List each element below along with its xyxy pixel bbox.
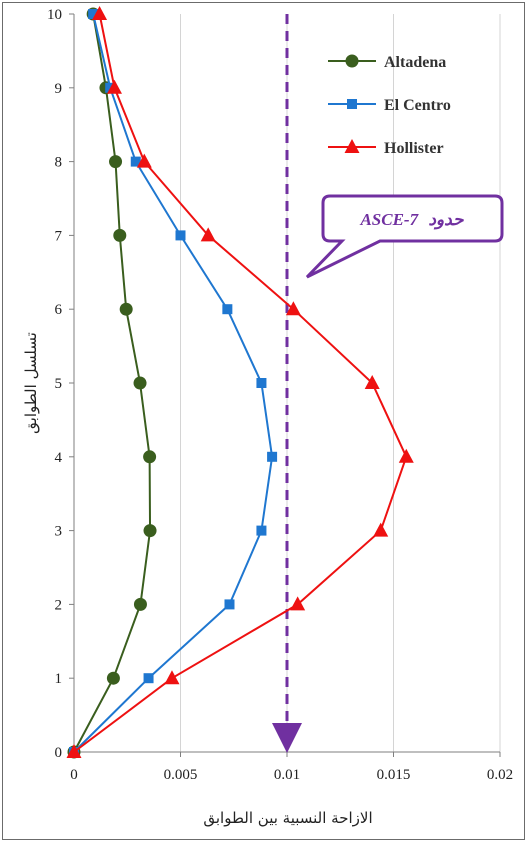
data-point (106, 671, 120, 685)
data-point (106, 79, 122, 94)
y-axis-title: تسلسل الطوابق (22, 332, 40, 434)
x-tick-label: 0.01 (274, 767, 300, 783)
data-point (200, 227, 216, 242)
data-point (119, 302, 133, 316)
callout-text: ASCE-7 حدود (359, 210, 464, 230)
data-point (175, 230, 186, 241)
data-point (88, 9, 99, 19)
data-point (224, 599, 235, 610)
callout-code: ASCE-7 (359, 210, 419, 229)
data-point (130, 156, 141, 167)
data-point (113, 228, 127, 242)
series-altadena (67, 7, 157, 759)
legend-marker (347, 99, 357, 109)
series-line (73, 13, 274, 753)
callout-prefix: حدود (428, 210, 464, 230)
legend-label: Hollister (384, 140, 444, 157)
series-el-centro (69, 9, 278, 757)
data-point (66, 744, 82, 758)
asce-callout: ASCE-7 حدود (305, 194, 504, 279)
data-point (267, 451, 278, 462)
data-point (133, 376, 147, 390)
x-tick-label: 0.02 (487, 767, 513, 783)
y-tick-label: 9 (55, 81, 63, 97)
data-point (256, 378, 267, 388)
data-point (109, 155, 123, 169)
data-point (164, 670, 180, 685)
y-tick-label: 2 (55, 597, 63, 613)
y-tick-label: 7 (55, 228, 63, 244)
x-tick-label: 0 (70, 767, 78, 783)
y-tick-label: 0 (55, 745, 63, 761)
data-point (364, 375, 380, 389)
legend-label: El Centro (384, 97, 451, 114)
data-point (398, 448, 414, 463)
x-axis-title: الازاحة النسبية بين الطوابق (203, 809, 372, 827)
x-tick-label: 0.015 (377, 767, 411, 783)
callout-box (305, 194, 504, 279)
y-tick-label: 4 (55, 450, 63, 466)
y-tick-label: 8 (55, 155, 63, 171)
series-hollister (66, 6, 414, 758)
y-tick-label: 1 (55, 671, 63, 687)
legend-item: El Centro (328, 97, 451, 114)
y-tick-label: 10 (47, 7, 62, 23)
y-tick-label: 3 (55, 524, 63, 540)
data-point (143, 673, 154, 684)
data-point (256, 525, 267, 536)
data-point (143, 524, 157, 538)
data-point (143, 450, 157, 464)
data-point (133, 597, 147, 611)
legend-item: Altadena (328, 54, 446, 71)
data-point (290, 596, 306, 611)
data-point (285, 301, 301, 316)
legend-marker (344, 139, 360, 153)
legend-item: Hollister (328, 139, 444, 157)
x-tick-label: 0.005 (164, 767, 198, 783)
y-tick-label: 6 (55, 302, 63, 318)
data-point (222, 304, 233, 315)
legend-label: Altadena (384, 54, 446, 71)
y-tick-label: 5 (55, 376, 63, 392)
data-point (92, 6, 108, 20)
data-point (373, 522, 389, 537)
legend-marker (345, 54, 359, 68)
data-point (136, 153, 152, 168)
